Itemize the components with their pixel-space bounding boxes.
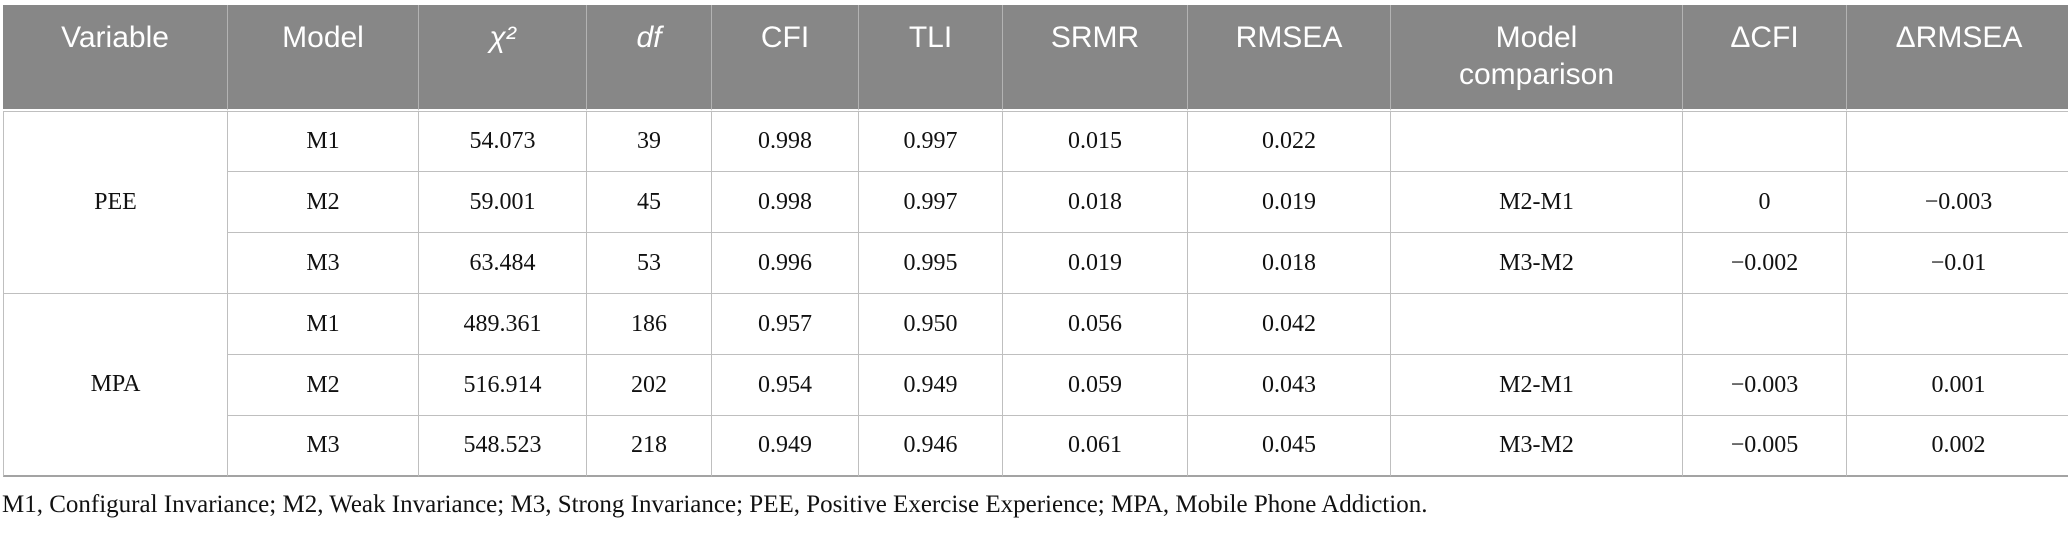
cell-srmr: 0.056 [1003,294,1188,355]
cell-srmr: 0.061 [1003,416,1188,477]
table-row: M3 63.484 53 0.996 0.995 0.019 0.018 M3-… [3,233,2068,294]
cell-delta-cfi [1683,111,1847,172]
header-rmsea: RMSEA [1188,5,1391,111]
header-df: df [587,5,712,111]
cell-delta-rmsea: 0.001 [1847,355,2068,416]
cell-model: M2 [228,172,419,233]
cell-chi2: 54.073 [419,111,587,172]
variable-cell-mpa: MPA [3,294,228,477]
cell-delta-rmsea: 0.002 [1847,416,2068,477]
cell-rmsea: 0.045 [1188,416,1391,477]
cell-srmr: 0.019 [1003,233,1188,294]
cell-tli: 0.946 [859,416,1003,477]
cell-comparison [1391,294,1683,355]
cell-df: 39 [587,111,712,172]
cell-comparison: M2-M1 [1391,172,1683,233]
cell-tli: 0.997 [859,172,1003,233]
table-footnote: M1, Configural Invariance; M2, Weak Inva… [2,491,1428,518]
header-cfi: CFI [712,5,859,111]
header-srmr: SRMR [1003,5,1188,111]
table-row: MPA M1 489.361 186 0.957 0.950 0.056 0.0… [3,294,2068,477]
table-row: M2 516.914 202 0.954 0.949 0.059 0.043 M… [3,355,2068,416]
header-delta-cfi: ΔCFI [1683,5,1847,111]
cell-tli: 0.997 [859,111,1003,172]
table-row: M3 548.523 218 0.949 0.946 0.061 0.045 M… [3,416,2068,477]
cell-cfi: 0.996 [712,233,859,294]
cell-comparison [1391,111,1683,172]
cell-model: M2 [228,355,419,416]
header-delta-rmsea: ΔRMSEA [1847,5,2068,111]
cell-chi2: 489.361 [419,294,587,355]
cell-comparison: M3-M2 [1391,416,1683,477]
cell-df: 202 [587,355,712,416]
cell-rmsea: 0.019 [1188,172,1391,233]
cell-tli: 0.949 [859,355,1003,416]
cell-rmsea: 0.042 [1188,294,1391,355]
cell-cfi: 0.957 [712,294,859,355]
header-variable: Variable [3,5,228,111]
cell-delta-rmsea: −0.01 [1847,233,2068,294]
cell-chi2: 516.914 [419,355,587,416]
measurement-invariance-table: Variable Model χ² df CFI TLI SRMR RMSEA … [3,5,2068,477]
cell-rmsea: 0.043 [1188,355,1391,416]
cell-cfi: 0.998 [712,111,859,172]
cell-model: M3 [228,233,419,294]
cell-tli: 0.995 [859,233,1003,294]
cell-rmsea: 0.022 [1188,111,1391,172]
cell-cfi: 0.954 [712,355,859,416]
cell-df: 53 [587,233,712,294]
cell-delta-cfi [1683,294,1847,355]
cell-delta-cfi: −0.002 [1683,233,1847,294]
header-row: Variable Model χ² df CFI TLI SRMR RMSEA … [3,5,2068,111]
cell-delta-cfi: −0.005 [1683,416,1847,477]
cell-comparison: M2-M1 [1391,355,1683,416]
cell-cfi: 0.949 [712,416,859,477]
table-body: PEE M1 54.073 39 0.998 0.997 0.015 0.022… [3,111,2068,477]
cell-srmr: 0.059 [1003,355,1188,416]
header-chi-square: χ² [419,5,587,111]
cell-delta-rmsea [1847,111,2068,172]
cell-chi2: 59.001 [419,172,587,233]
header-tli: TLI [859,5,1003,111]
cell-model: M1 [228,294,419,355]
cell-df: 218 [587,416,712,477]
cell-tli: 0.950 [859,294,1003,355]
cell-rmsea: 0.018 [1188,233,1391,294]
cell-df: 186 [587,294,712,355]
cell-delta-rmsea [1847,294,2068,355]
cell-chi2: 548.523 [419,416,587,477]
cell-model: M3 [228,416,419,477]
cell-delta-cfi: −0.003 [1683,355,1847,416]
header-model: Model [228,5,419,111]
cell-srmr: 0.018 [1003,172,1188,233]
cell-comparison: M3-M2 [1391,233,1683,294]
variable-cell-pee: PEE [3,111,228,294]
table-row: PEE M1 54.073 39 0.998 0.997 0.015 0.022 [3,111,2068,294]
header-model-comparison: Model comparison [1391,5,1683,111]
cell-delta-rmsea: −0.003 [1847,172,2068,233]
cell-srmr: 0.015 [1003,111,1188,172]
table-header: Variable Model χ² df CFI TLI SRMR RMSEA … [3,5,2068,111]
table-row: M2 59.001 45 0.998 0.997 0.018 0.019 M2-… [3,172,2068,233]
cell-delta-cfi: 0 [1683,172,1847,233]
cell-chi2: 63.484 [419,233,587,294]
cell-df: 45 [587,172,712,233]
cell-model: M1 [228,111,419,172]
cell-cfi: 0.998 [712,172,859,233]
